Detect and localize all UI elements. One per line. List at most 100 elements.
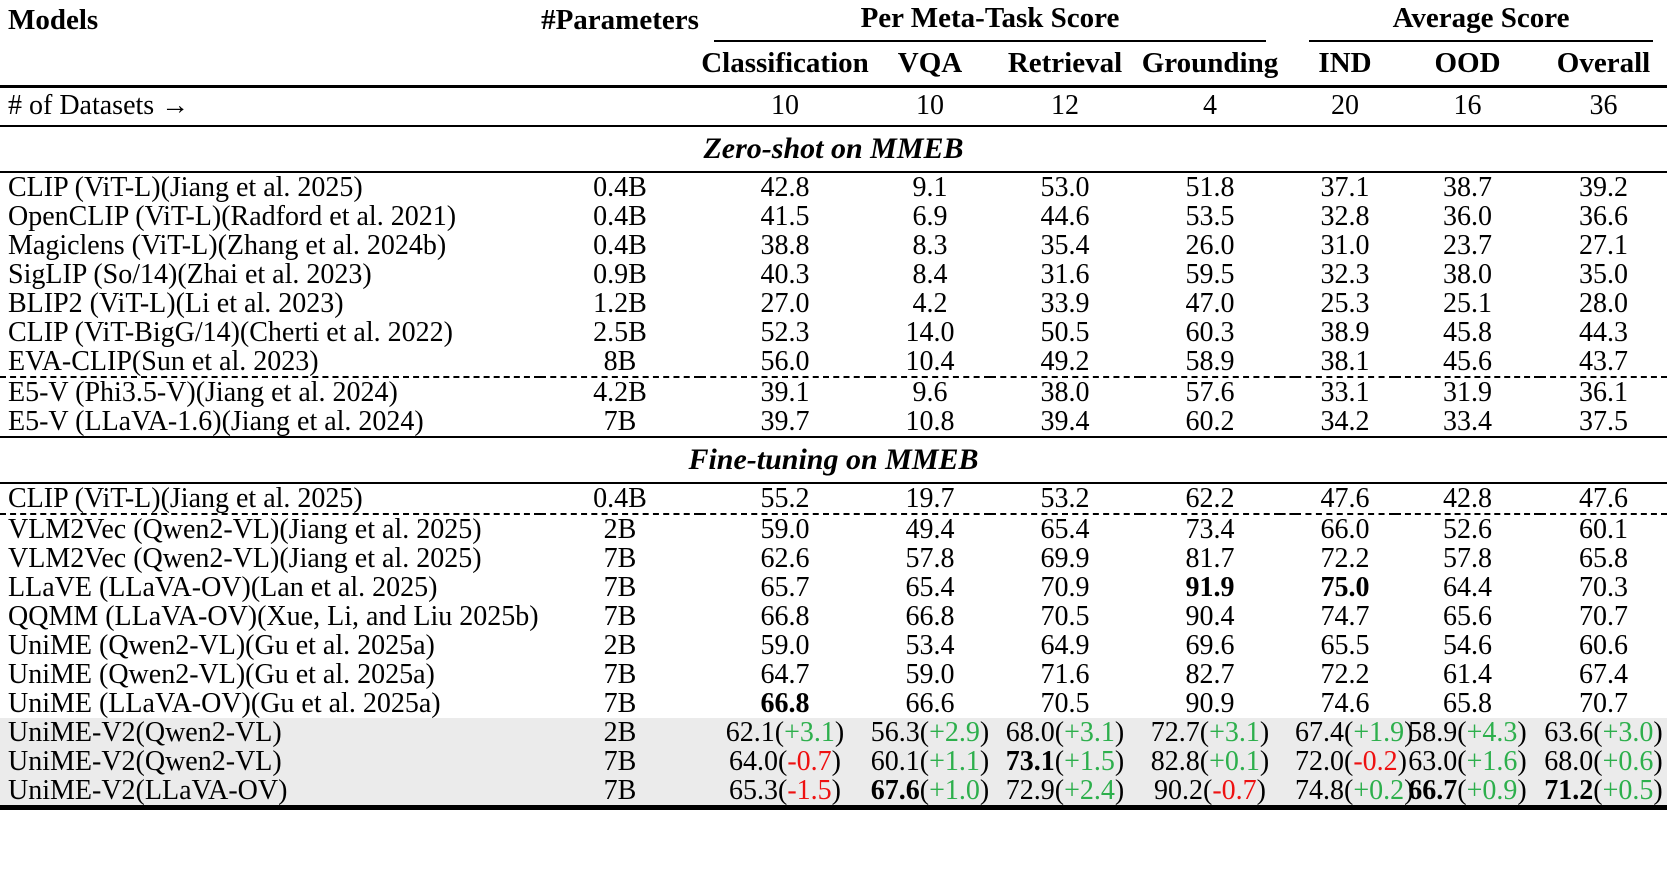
score-cell: 43.7 [1540, 347, 1667, 377]
score-cell: 38.0 [1395, 260, 1540, 289]
score-value: 66.8 [760, 688, 810, 719]
score-cell: 34.2 [1295, 407, 1395, 437]
model-name: SigLIP (So/14)(Zhai et al. 2023) [8, 259, 372, 290]
score-cell: 66.7(+0.9) [1395, 775, 1540, 810]
score-cell: 27.0 [700, 289, 870, 318]
params-value: 0.4B [593, 201, 647, 232]
table-row: CLIP (ViT-L)(Jiang et al. 2025) 0.4B 42.8 9… [0, 172, 1667, 202]
score-cell: 52.6 [1395, 513, 1540, 544]
score-value: 55.2 [760, 483, 810, 514]
score-value: 27.1 [1579, 230, 1628, 261]
score-value: 91.9 [1185, 572, 1235, 603]
score-value: 90.9 [1185, 688, 1235, 719]
column-gap [1280, 376, 1295, 407]
score-cell: 39.7 [700, 407, 870, 437]
score-value: 70.5 [1040, 601, 1090, 632]
score-delta: +1.6 [1466, 746, 1518, 777]
score-value: 90.4 [1185, 601, 1235, 632]
score-cell: 42.8 [1395, 483, 1540, 514]
score-cell: 65.6 [1395, 602, 1540, 631]
column-gap [1280, 86, 1295, 127]
score-cell: 65.4 [870, 573, 990, 602]
score-cell: 54.6 [1395, 631, 1540, 660]
group-header-average-score: Average Score [1295, 0, 1667, 42]
score-value: 65.8 [1579, 543, 1628, 574]
score-value: 62.6 [760, 543, 810, 574]
section-title: Zero-shot on MMEB [0, 125, 1668, 173]
score-delta: +0.9 [1466, 775, 1518, 806]
score-cell: 41.5 [700, 202, 870, 231]
column-gap [1280, 318, 1295, 347]
header-group-row: Models #Parameters Per Meta-Task Score A… [0, 0, 1667, 88]
score-delta: +0.2 [1353, 775, 1405, 806]
table-row: SigLIP (So/14)(Zhai et al. 2023) 0.9B 40.3… [0, 260, 1667, 289]
score-delta: +0.1 [1209, 746, 1260, 777]
score-value: 73.1 [1005, 746, 1055, 777]
score-cell: 23.7 [1395, 231, 1540, 260]
column-header-retrieval: Retrieval [990, 42, 1140, 88]
datasets-params-empty [540, 86, 700, 127]
params-value: 7B [603, 601, 637, 632]
score-delta: +0.6 [1602, 746, 1654, 777]
params-value: 0.4B [593, 483, 647, 514]
model-name: VLM2Vec (Qwen2-VL)(Jiang et al. 2025) [8, 543, 482, 574]
score-value: 43.7 [1579, 346, 1628, 377]
table-row: QQMM (LLaVA-OV)(Xue, Li, and Liu 2025b) 7… [0, 602, 1667, 631]
score-value: 72.2 [1320, 659, 1370, 690]
score-value: 58.9 [1408, 717, 1458, 748]
score-value: 54.6 [1443, 630, 1492, 661]
score-cell: 59.5 [1140, 260, 1280, 289]
section-title-row: Zero-shot on MMEB [0, 125, 1668, 173]
score-delta: +3.0 [1602, 717, 1654, 748]
score-value: 65.4 [905, 572, 955, 603]
score-value: 71.2 [1544, 775, 1594, 806]
score-cell: 33.4 [1395, 407, 1540, 437]
column-gap [1280, 689, 1295, 718]
score-cell: 42.8 [700, 172, 870, 202]
table-row: VLM2Vec (Qwen2-VL)(Jiang et al. 2025) 7B 6… [0, 544, 1667, 573]
header-cols-row: Classification VQA Retrieval Grounding I… [0, 42, 1668, 88]
score-value: 65.7 [760, 572, 810, 603]
score-delta: +2.9 [929, 717, 980, 748]
score-cell: 65.4 [990, 513, 1140, 544]
table-row: OpenCLIP (ViT-L)(Radford et al. 2021) 0.4… [0, 202, 1667, 231]
score-value: 33.9 [1040, 288, 1090, 319]
score-cell: 52.3 [700, 318, 870, 347]
score-cell: 90.9 [1140, 689, 1280, 718]
score-value: 62.2 [1185, 483, 1235, 514]
score-delta: +3.1 [1209, 717, 1260, 748]
score-cell: 57.8 [1395, 544, 1540, 573]
score-cell: 36.0 [1395, 202, 1540, 231]
score-value: 9.1 [912, 172, 948, 203]
column-gap [1280, 776, 1295, 810]
params-value: 7B [540, 776, 700, 810]
score-value: 8.3 [912, 230, 948, 261]
score-cell: 32.3 [1295, 260, 1395, 289]
score-value: 35.4 [1040, 230, 1090, 261]
table-row: UniME (Qwen2-VL)(Gu et al. 2025a) 7B 64.7 5… [0, 660, 1667, 689]
column-gap [1280, 347, 1295, 377]
score-cell: 62.1(+3.1) [725, 717, 845, 748]
table-row: UniME-V2(Qwen2-VL) 7B 64.0(-0.7) 60.1(+1.1)… [0, 746, 1668, 777]
params-value: 8B [603, 346, 637, 377]
score-cell: 68.0(+3.1) [1005, 717, 1125, 748]
params-value: 2.5B [593, 317, 647, 348]
score-cell: 82.8(+0.1) [1150, 746, 1270, 777]
score-cell: 69.9 [990, 544, 1140, 573]
params-value: 7B [603, 406, 637, 437]
score-value: 14.0 [905, 317, 955, 348]
score-cell: 62.2 [1140, 483, 1280, 514]
score-value: 63.6 [1544, 717, 1594, 748]
score-value: 70.7 [1579, 688, 1628, 719]
score-cell: 10.4 [870, 347, 990, 377]
score-cell: 53.5 [1140, 202, 1280, 231]
score-value: 44.6 [1040, 201, 1090, 232]
score-cell: 35.4 [990, 231, 1140, 260]
params-value: 2B [540, 513, 700, 544]
score-value: 39.4 [1040, 406, 1090, 437]
table-row: UniME-V2(LLaVA-OV) 7B 65.3(-1.5) 67.6(+1.0)… [0, 775, 1668, 810]
score-cell: 57.8 [870, 544, 990, 573]
score-value: 57.8 [905, 543, 955, 574]
score-cell: 53.0 [990, 172, 1140, 202]
score-value: 66.8 [760, 601, 810, 632]
